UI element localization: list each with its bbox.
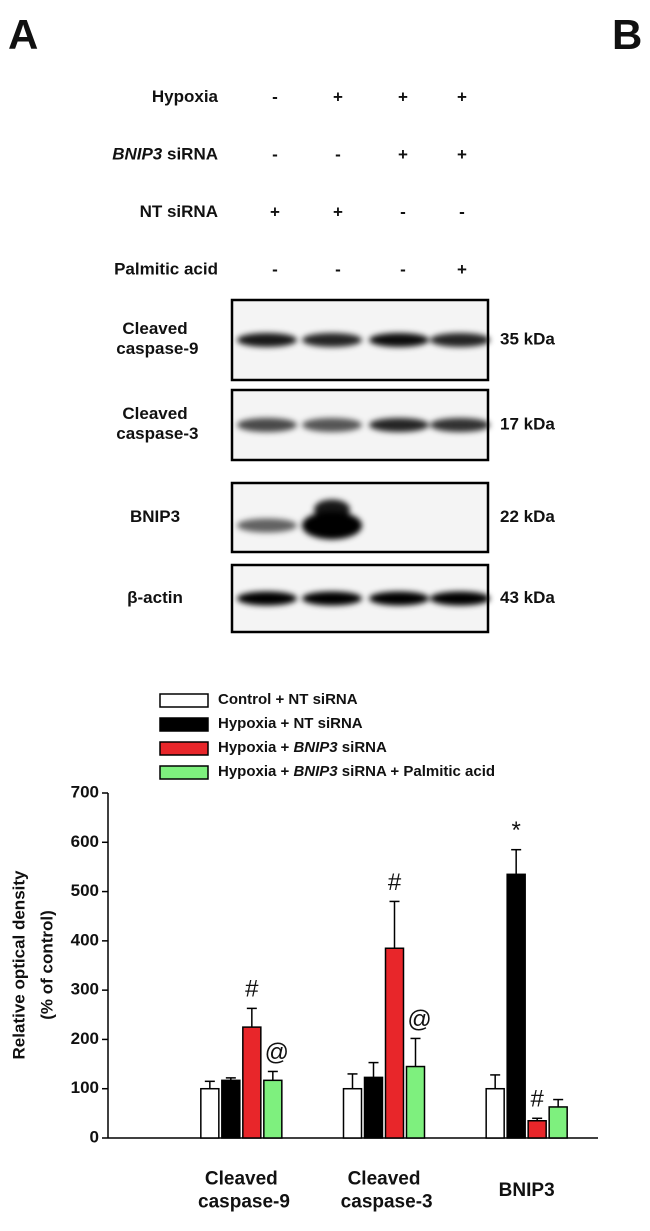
bar: [506, 873, 526, 1139]
y-tick-label: 200: [71, 1029, 99, 1048]
significance-marker: @: [265, 1039, 289, 1066]
significance-marker: *: [511, 817, 520, 844]
band: [237, 333, 297, 347]
treatment-sign: -: [272, 260, 278, 279]
y-tick-label: 500: [71, 881, 99, 900]
treatment-sign: +: [270, 202, 280, 221]
y-tick-label: 700: [71, 782, 99, 801]
band: [302, 418, 362, 432]
treatment-sign: +: [333, 87, 343, 106]
treatment-sign: -: [459, 202, 465, 221]
treatment-label: Palmitic acid: [114, 260, 218, 279]
band: [430, 333, 490, 347]
blot-label: β-actin: [127, 588, 183, 607]
legend-label: Hypoxia + BNIP3 siRNA + Palmitic acid: [218, 763, 495, 780]
treatment-label: BNIP3 siRNA: [112, 145, 218, 164]
legend-label: Hypoxia + NT siRNA: [218, 715, 363, 732]
y-axis-label: (% of control): [37, 910, 56, 1020]
band: [237, 518, 297, 533]
band: [369, 418, 429, 432]
band: [369, 591, 429, 606]
blot-bands: [237, 499, 362, 540]
band: [314, 499, 350, 520]
panel-label: A: [8, 11, 38, 58]
band: [237, 418, 297, 432]
x-tick-label: Cleaved caspase-9: [193, 1169, 290, 1213]
band: [237, 591, 297, 606]
blot-frame: [230, 481, 490, 554]
treatment-sign: -: [272, 87, 278, 106]
band: [302, 333, 362, 347]
bar: [342, 1087, 363, 1139]
x-tick-label: Cleaved caspase-3: [335, 1169, 432, 1213]
panel-label: B: [612, 11, 642, 58]
y-axis-label: Relative optical density: [9, 870, 28, 1059]
treatment-sign: +: [457, 87, 467, 106]
treatment-sign: +: [457, 260, 467, 279]
blot-bands: [237, 333, 490, 347]
band: [430, 591, 490, 606]
band: [302, 591, 362, 606]
treatment-sign: +: [333, 202, 343, 221]
significance-marker: #: [388, 869, 402, 896]
y-tick-label: 0: [90, 1127, 99, 1146]
treatment-label: NT siRNA: [140, 202, 218, 221]
treatment-sign: +: [398, 145, 408, 164]
legend-label: Hypoxia + BNIP3 siRNA: [218, 739, 387, 756]
band: [430, 418, 490, 432]
bar: [221, 1079, 241, 1139]
treatment-sign: -: [400, 202, 406, 221]
blot-size: 17 kDa: [500, 414, 555, 433]
legend-label: Control + NT siRNA: [218, 691, 358, 708]
significance-marker: #: [530, 1086, 544, 1113]
blot-label: BNIP3: [130, 507, 180, 526]
significance-marker: @: [407, 1006, 431, 1033]
band: [302, 511, 362, 540]
bar: [242, 1026, 262, 1139]
bar: [263, 1079, 283, 1139]
y-tick-label: 300: [71, 980, 99, 999]
treatment-sign: -: [335, 260, 341, 279]
bar: [485, 1087, 505, 1139]
bar: [384, 947, 405, 1139]
y-tick-label: 100: [71, 1078, 99, 1097]
blot-label: Cleaved caspase-3: [112, 404, 199, 443]
bar: [527, 1120, 547, 1139]
treatment-sign: -: [400, 260, 406, 279]
treatment-sign: +: [457, 145, 467, 164]
blot-label: Cleaved caspase-9: [112, 319, 199, 358]
legend-swatch: [159, 693, 209, 708]
blot-size: 43 kDa: [500, 588, 555, 607]
blot-bands: [237, 591, 490, 606]
treatment-sign: +: [398, 87, 408, 106]
y-tick-label: 400: [71, 930, 99, 949]
blot-size: 35 kDa: [500, 329, 555, 348]
bar: [548, 1106, 568, 1139]
treatment-sign: -: [272, 145, 278, 164]
blot-bands: [237, 418, 490, 432]
legend-swatch: [159, 717, 209, 732]
x-tick-label: BNIP3: [499, 1180, 555, 1201]
blot-size: 22 kDa: [500, 507, 555, 526]
bar: [200, 1087, 220, 1139]
y-tick-label: 600: [71, 832, 99, 851]
bar: [405, 1065, 426, 1139]
significance-marker: #: [245, 976, 259, 1003]
legend-swatch: [159, 765, 209, 780]
treatment-label: Hypoxia: [152, 87, 219, 106]
treatment-sign: -: [335, 145, 341, 164]
bar: [363, 1076, 384, 1139]
legend-swatch: [159, 741, 209, 756]
band: [369, 333, 429, 347]
